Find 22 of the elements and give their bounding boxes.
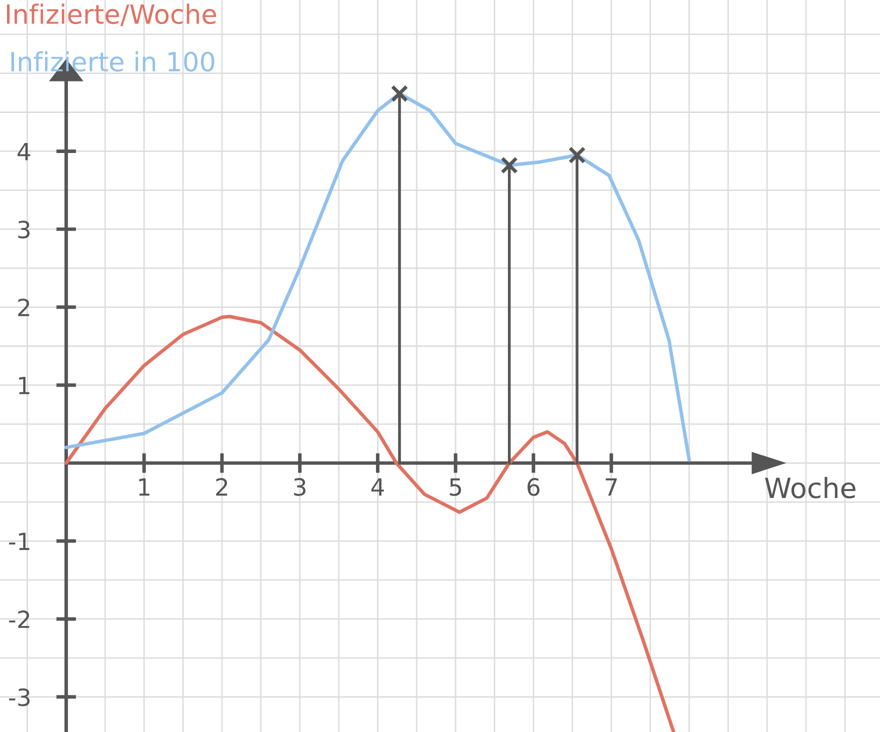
x-tick-label: 1 bbox=[139, 478, 150, 496]
x-axis-title: Woche bbox=[765, 476, 856, 498]
x-tick-label: 5 bbox=[450, 478, 462, 496]
x-tick-label: 7 bbox=[606, 478, 617, 496]
point bbox=[568, 146, 586, 164]
x-tick-label: 4 bbox=[371, 478, 384, 496]
y-tick-label: -2 bbox=[9, 610, 30, 628]
y-tick-label: 2 bbox=[18, 298, 30, 316]
point bbox=[390, 84, 408, 102]
x-tick-label: 6 bbox=[528, 478, 540, 496]
y-tick-label: 4 bbox=[18, 142, 30, 160]
line-series bbox=[64, 92, 691, 462]
point bbox=[500, 156, 518, 174]
y-tick-label: 3 bbox=[18, 220, 30, 238]
y-tick-label: -3 bbox=[9, 688, 30, 706]
x-tick-label: 3 bbox=[294, 478, 306, 496]
y-tick-label: 1 bbox=[19, 376, 30, 394]
x-tick-label: 2 bbox=[216, 478, 228, 496]
text: Infizierte in 100 bbox=[11, 51, 214, 72]
line-series bbox=[64, 314, 676, 732]
y-tick-label: -1 bbox=[9, 532, 30, 550]
text: Infizierte/Woche bbox=[6, 4, 216, 26]
